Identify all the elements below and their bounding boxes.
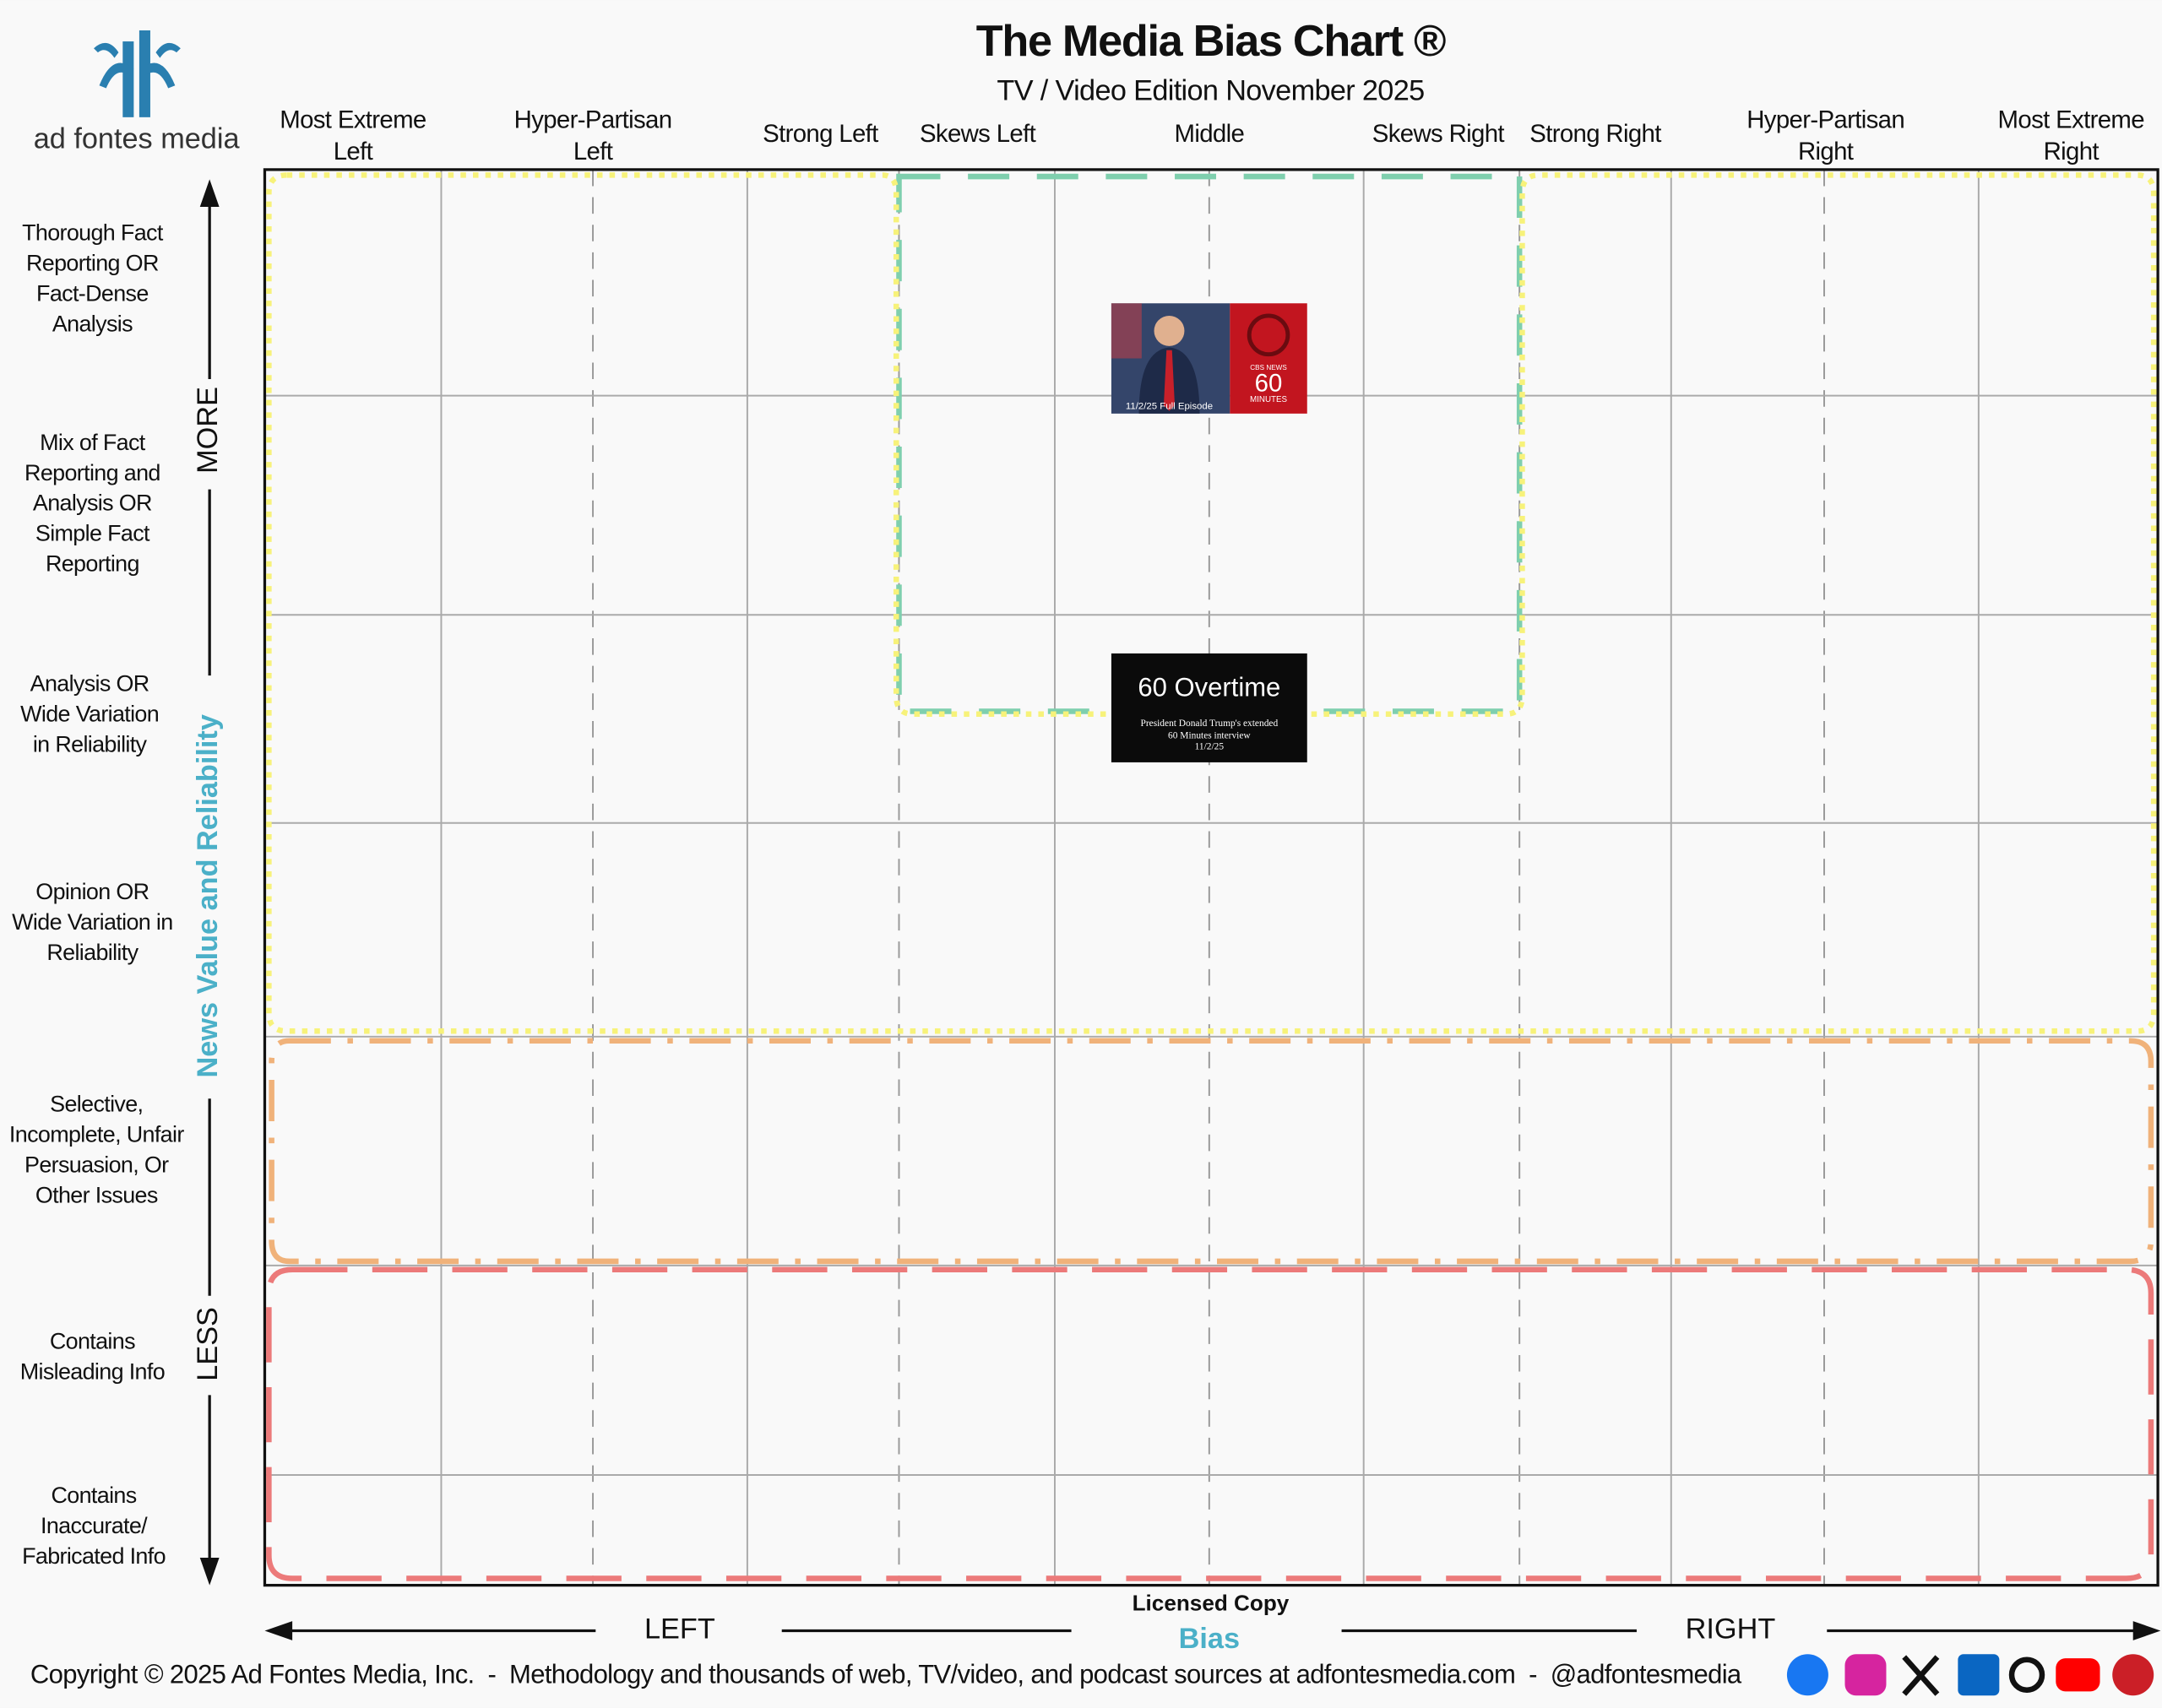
row-label: Persuasion, Or (24, 1152, 169, 1177)
row-label: Simple Fact (35, 521, 150, 546)
row-label: in Reliability (33, 731, 148, 756)
row-label: Contains (52, 1483, 137, 1508)
chart-subtitle: TV / Video Edition November 2025 (997, 75, 1424, 107)
chart-frame (263, 168, 2159, 1587)
row-label: Reporting (46, 551, 139, 577)
row-label: Inaccurate/ (41, 1513, 148, 1538)
column-label: Middle (1175, 120, 1245, 148)
chart-title: The Media Bias Chart ® (976, 17, 1446, 66)
row-label: Opinion OR (35, 879, 149, 904)
row-label: Analysis (52, 311, 133, 336)
thumb-logo-sub: MINUTES (1250, 395, 1287, 404)
row-label: Analysis OR (33, 491, 152, 516)
x-axis-title: Bias (1179, 1623, 1240, 1655)
row-label: Wide Variation (20, 702, 159, 727)
column-label: Hyper-Partisan (514, 106, 672, 134)
column-label: Hyper-Partisan (1746, 106, 1904, 134)
source-thumbnail[interactable]: CBS NEWS 60 MINUTES 11/2/25 Full Episode (1111, 303, 1307, 414)
row-label: Incomplete, Unfair (9, 1121, 184, 1147)
row-label: Reporting and (24, 460, 160, 485)
social-icons[interactable] (1786, 1654, 2154, 1696)
red-region (266, 1266, 2154, 1581)
logo-mark (94, 30, 181, 117)
column-label: Right (2044, 138, 2100, 165)
column-label: Most Extreme (1998, 106, 2145, 134)
less-label: LESS (192, 1307, 224, 1381)
row-label: Fabricated Info (22, 1543, 166, 1569)
row-label: Selective, (50, 1092, 143, 1117)
orange-region (269, 1038, 2154, 1265)
column-label: Most Extreme (280, 106, 426, 134)
column-label: Strong Right (1529, 120, 1661, 148)
thumb-logo: 60 Overtime (1138, 673, 1280, 702)
column-label: Left (334, 138, 373, 165)
thumb-brand: CBS NEWS (1250, 364, 1287, 371)
row-label: Other Issues (35, 1182, 158, 1207)
footer-copyright: Copyright © 2025 Ad Fontes Media, Inc. -… (30, 1660, 1742, 1689)
thumb-caption: 11/2/25 (1195, 742, 1225, 752)
row-label: Thorough Fact (22, 220, 164, 246)
row-label: Mix of Fact (40, 430, 146, 455)
thumb-caption: 11/2/25 Full Episode (1126, 402, 1213, 412)
logo-text: ad fontes media (34, 123, 241, 155)
column-label: Skews Left (920, 120, 1036, 148)
yellow-region (266, 172, 2157, 1034)
column-label: Skews Right (1372, 120, 1505, 148)
thumb-caption: President Donald Trump's extended (1140, 718, 1278, 729)
y-axis-title: News Value and Reliability (192, 714, 224, 1077)
source-thumbnail[interactable]: 60 Overtime President Donald Trump's ext… (1111, 653, 1307, 762)
more-label: MORE (192, 387, 224, 474)
row-label: Reliability (46, 940, 139, 965)
thumb-logo: 60 (1255, 369, 1283, 397)
row-label: Misleading Info (20, 1358, 165, 1384)
right-label: RIGHT (1686, 1613, 1776, 1646)
row-label: Reporting OR (26, 251, 159, 276)
green-region (896, 173, 1523, 714)
row-label: Analysis OR (30, 671, 149, 697)
column-label: Strong Left (763, 120, 878, 148)
row-label: Wide Variation in (12, 909, 172, 935)
row-label: Fact-Dense (36, 281, 149, 306)
column-label: Left (573, 138, 613, 165)
license-label: Licensed Copy (1133, 1590, 1290, 1615)
grid (263, 168, 2159, 1587)
left-label: LEFT (644, 1613, 715, 1646)
thumb-caption: 60 Minutes interview (1168, 731, 1251, 741)
column-label: Right (1798, 138, 1854, 165)
row-label: Contains (50, 1328, 135, 1353)
